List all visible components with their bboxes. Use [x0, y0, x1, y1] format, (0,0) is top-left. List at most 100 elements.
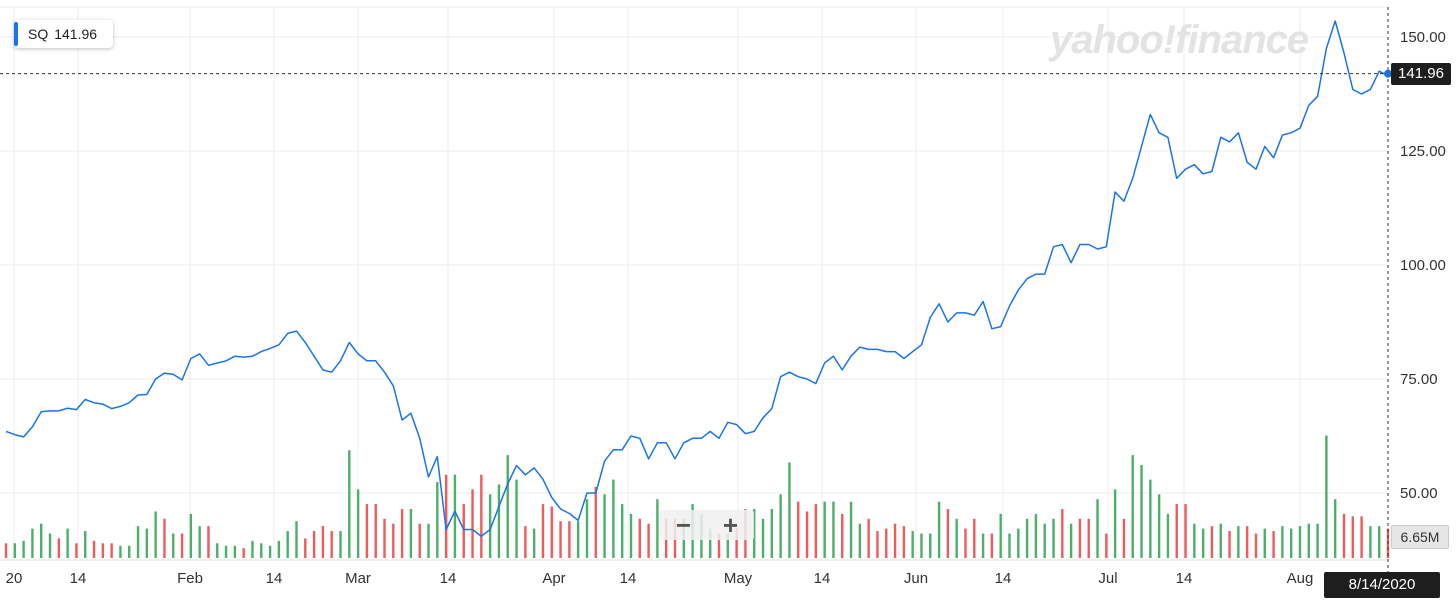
- volume-bar: [242, 548, 245, 558]
- volume-bar: [268, 545, 272, 558]
- volume-bar: [1061, 509, 1064, 558]
- volume-bar: [788, 462, 791, 558]
- volume-bar: [462, 504, 465, 558]
- volume-bar: [1272, 531, 1275, 558]
- volume-bar: [163, 518, 166, 558]
- volume-bar: [1245, 526, 1249, 558]
- y-tick-label: 150.00: [1400, 29, 1446, 46]
- legend[interactable]: SQ 141.96: [14, 20, 114, 48]
- volume-bar: [990, 533, 994, 558]
- volume-bar: [1289, 528, 1293, 558]
- volume-bar: [929, 533, 932, 558]
- volume-bar: [911, 531, 914, 558]
- volume-bar: [735, 528, 738, 558]
- volume-bar: [629, 513, 633, 558]
- volume-bar: [814, 504, 818, 558]
- volume-bar: [761, 518, 765, 558]
- volume-bar: [180, 533, 184, 558]
- volume-bar: [1043, 523, 1046, 558]
- price-line: [5, 20, 1389, 538]
- y-tick-label: 125.00: [1400, 143, 1446, 160]
- volume-bar: [1333, 499, 1337, 558]
- volume-bar: [312, 531, 316, 558]
- volume-bar: [1166, 513, 1170, 558]
- volume-bar: [1360, 516, 1363, 558]
- volume-bar: [22, 540, 25, 558]
- volume-bar: [1025, 518, 1029, 558]
- y-tick-label: 50.00: [1400, 485, 1438, 502]
- zoom-out-button[interactable]: −: [675, 510, 692, 540]
- volume-bar: [524, 526, 527, 558]
- volume-bar: [1105, 533, 1108, 558]
- volume-bar: [1017, 528, 1020, 558]
- volume-bar: [709, 528, 712, 558]
- volume-bar: [1201, 528, 1205, 558]
- volume-bar: [330, 531, 333, 558]
- volume-bar: [1316, 523, 1319, 558]
- volume-bar: [480, 474, 483, 558]
- volume-bar: [40, 523, 43, 558]
- volume-bar: [92, 540, 96, 558]
- volume-bar: [647, 523, 650, 558]
- volume-bar: [57, 538, 61, 558]
- x-tick-label: 14: [266, 570, 283, 587]
- volume-bar: [515, 479, 518, 558]
- volume-bar: [348, 450, 351, 558]
- volume-bar: [779, 494, 782, 558]
- volume-bar: [110, 543, 113, 558]
- volume-bar: [48, 533, 52, 558]
- volume-bar: [867, 518, 870, 558]
- volume-bar: [1175, 504, 1178, 558]
- crosshair-date-label: 8/14/2020: [1324, 572, 1440, 598]
- volume-bar: [973, 518, 976, 558]
- volume-bar: [1096, 499, 1099, 558]
- volume-bar: [805, 511, 809, 558]
- volume-bar: [532, 528, 536, 558]
- volume-bar: [31, 528, 34, 558]
- volume-bar: [251, 540, 254, 558]
- volume-bar: [541, 504, 545, 558]
- volume-bar: [224, 545, 228, 558]
- volume-bar: [1342, 513, 1346, 558]
- volume-bar: [1263, 528, 1266, 558]
- volume-bar: [1069, 523, 1073, 558]
- volume-bar: [1210, 526, 1214, 558]
- x-tick-label: Mar: [345, 570, 371, 587]
- volume-bar: [136, 526, 140, 558]
- volume-bar: [1157, 494, 1161, 558]
- volume-bar: [902, 526, 906, 558]
- volume-bar: [1351, 516, 1354, 558]
- volume-bar: [726, 533, 730, 558]
- volume-bar: [1298, 526, 1302, 558]
- volume-bar: [1087, 518, 1090, 558]
- volume-bar: [506, 455, 509, 558]
- x-tick-label: 14: [440, 570, 457, 587]
- zoom-controls: − +: [660, 510, 754, 540]
- volume-bar: [374, 504, 377, 558]
- volume-bar: [964, 528, 967, 558]
- volume-bar: [304, 538, 307, 558]
- legend-swatch: [14, 22, 18, 46]
- volume-bar: [453, 474, 457, 558]
- zoom-in-button[interactable]: +: [722, 510, 739, 540]
- volume-bar: [937, 501, 941, 558]
- grid: [0, 6, 1388, 561]
- volume-bar: [576, 521, 580, 558]
- price-line-layer: [0, 7, 1392, 572]
- x-tick-label: Jul: [1098, 570, 1117, 587]
- volume-bar: [770, 509, 774, 558]
- volume-bar: [444, 474, 448, 558]
- volume-bar: [216, 543, 219, 558]
- volume-bar: [189, 513, 193, 558]
- volume-bar: [198, 526, 201, 558]
- volume-bar: [1193, 523, 1196, 558]
- volume-bar: [620, 504, 624, 558]
- volume-bar: [488, 494, 492, 558]
- volume-bar: [339, 531, 342, 558]
- volume-bar: [841, 513, 844, 558]
- volume-bar: [550, 506, 553, 558]
- volume-bar: [1281, 526, 1284, 558]
- volume-bar: [612, 479, 615, 558]
- x-tick-label: 20: [6, 570, 23, 587]
